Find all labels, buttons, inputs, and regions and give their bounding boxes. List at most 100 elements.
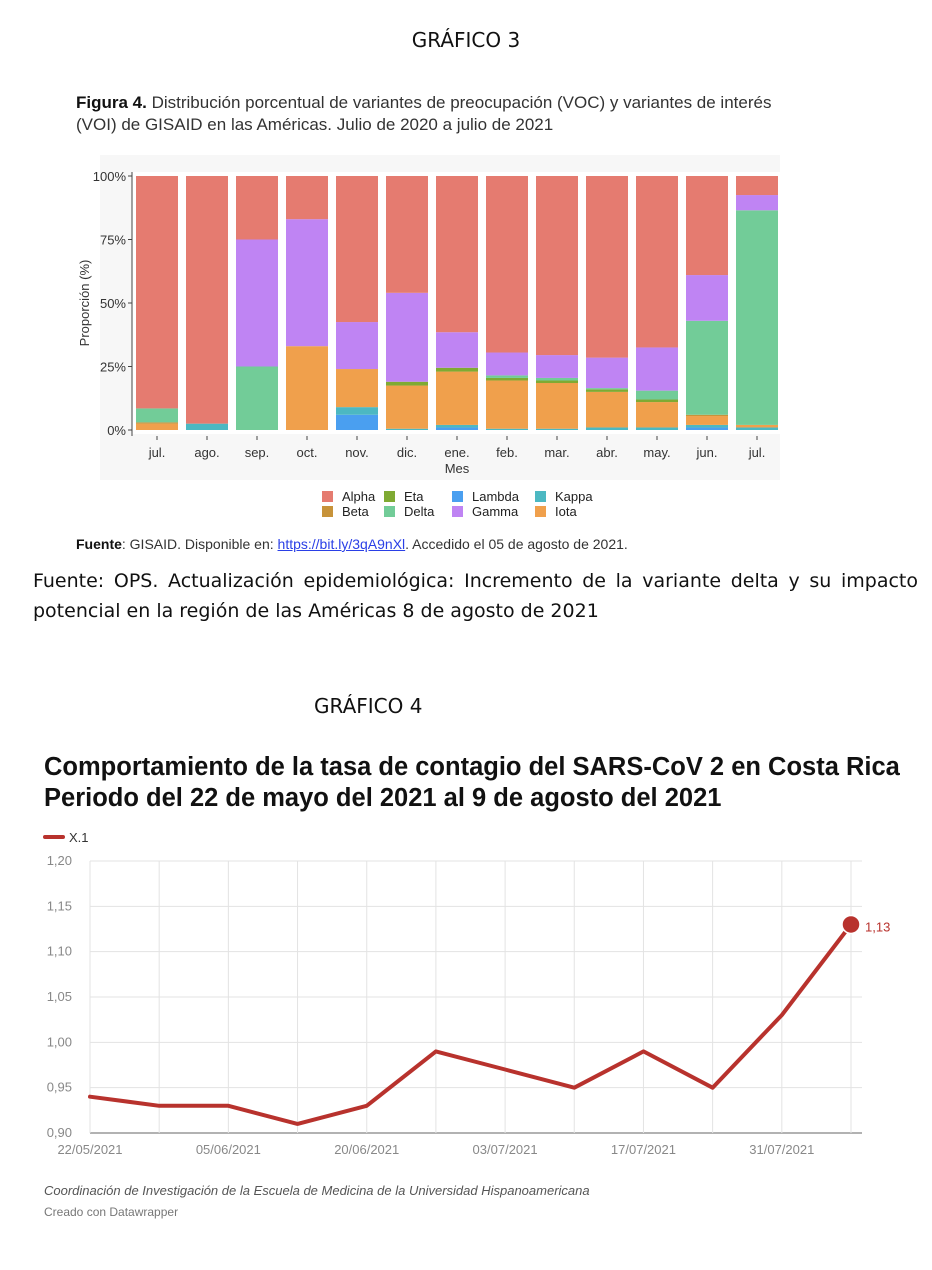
bar-segment-kappa [736,427,778,430]
chart1-x-tick-label: jul. [748,445,766,460]
bar-segment-alpha [586,176,628,358]
legend-swatch-beta [322,506,333,517]
bar-segment-gamma [236,239,278,367]
line-legend-label: X.1 [69,830,89,845]
figure-4-source: Fuente: GISAID. Disponible en: https://b… [76,536,628,552]
bar-segment-alpha [286,176,328,220]
legend-swatch-gamma [452,506,463,517]
bar-segment-eta [436,367,478,372]
bar-segment-gamma [736,195,778,211]
bar-segment-kappa [336,407,378,415]
bar-segment-delta [536,377,578,381]
contagion-rate-chart-title: Comportamiento de la tasa de contagio de… [44,752,900,814]
bar-segment-delta [136,408,178,423]
figure-4-title-line2: (VOI) de GISAID en las Américas. Julio d… [76,115,554,134]
figure-4-source-tail: . Accedido el 05 de agosto de 2021. [405,536,628,552]
legend-label-iota: Iota [555,504,577,519]
chart1-x-tick-label: dic. [397,445,417,460]
bar-segment-alpha [336,176,378,323]
chart2-x-tick-label: 22/05/2021 [57,1142,122,1157]
bar-segment-alpha [536,176,578,356]
bar-segment-iota [686,416,728,425]
bar-segment-beta [136,422,178,424]
bar-segment-gamma [486,352,528,376]
bar-segment-eta [486,377,528,381]
bar-segment-iota [586,391,628,428]
bar-segment-iota [286,346,328,430]
bar-segment-delta [636,390,678,400]
figure-4-label: Figura 4. [76,93,147,112]
bar-segment-iota [336,369,378,408]
bar-segment-delta [686,320,728,415]
bar-segment-lambda [686,427,728,430]
legend-label-kappa: Kappa [555,489,593,504]
contagion-rate-title-line1: Comportamiento de la tasa de contagio de… [44,753,900,781]
chart2-y-tick-label: 0,90 [47,1125,72,1140]
chart2-y-tick-label: 1,15 [47,898,72,913]
chart1-x-tick-label: ago. [194,445,219,460]
last-point-value-label: 1,13 [865,919,890,934]
chart1-x-tick-label: jun. [696,445,718,460]
chart1-x-tick-label: abr. [596,445,618,460]
legend-label-gamma: Gamma [472,504,519,519]
bar-segment-alpha [136,176,178,409]
bar-segment-kappa [536,428,578,430]
figure-4-title: Figura 4. Distribución porcentual de var… [76,92,876,136]
bar-segment-gamma [386,292,428,382]
bar-segment-iota [636,402,678,428]
bar-segment-alpha [736,176,778,196]
bar-segment-eta [636,399,678,403]
bar-segment-alpha [636,176,678,348]
chart1-x-tick-label: jul. [148,445,166,460]
chart2-y-tick-label: 0,95 [47,1080,72,1095]
bar-segment-alpha [386,176,428,293]
bar-segment-delta [236,366,278,430]
bar-segment-delta [736,210,778,425]
figure-4-source-label: Fuente [76,536,122,552]
bar-segment-delta [586,388,628,390]
bar-segment-alpha [686,176,728,276]
legend-label-beta: Beta [342,504,370,519]
contagion-rate-line [88,922,853,1126]
legend-swatch-iota [535,506,546,517]
bar-segment-gamma [536,355,578,378]
chart2-y-tick-label: 1,05 [47,989,72,1004]
chart1-x-tick-label: mar. [544,445,569,460]
chart-source-note: Coordinación de Investigación de la Escu… [44,1183,590,1198]
chart1-x-tick-label: ene. [444,445,469,460]
legend-swatch-alpha [322,491,333,502]
datawrapper-credit: Creado con Datawrapper [44,1205,179,1219]
legend-label-lambda: Lambda [472,489,520,504]
bar-segment-iota [486,380,528,429]
bar-segment-lambda [436,427,478,430]
figure-4-title-line1: Distribución porcentual de variantes de … [146,93,772,112]
bar-segment-beta [686,414,728,417]
chart1-x-axis-label: Mes [445,461,470,476]
legend-swatch-delta [384,506,395,517]
bar-segment-alpha [186,176,228,424]
bar-segment-alpha [436,176,478,333]
chart1-y-tick-label: 50% [100,296,126,311]
bar-segment-gamma [686,275,728,321]
bar-segment-kappa [486,428,528,430]
chart1-y-tick-label: 100% [93,169,127,184]
chart1-y-tick-label: 25% [100,360,126,375]
bar-segment-eta [536,380,578,384]
bar-segment-eta [586,389,628,392]
bar-segment-kappa [586,427,628,430]
chart1-y-axis-label: Proporción (%) [77,260,92,347]
gisaid-link[interactable]: https://bit.ly/3qA9nXl [277,536,406,552]
chart1-x-tick-label: sep. [245,445,270,460]
chart2-x-tick-label: 31/07/2021 [749,1142,814,1157]
chart2-x-tick-label: 05/06/2021 [196,1142,261,1157]
last-point-marker [841,914,861,935]
legend-swatch-eta [384,491,395,502]
bar-segment-alpha [236,176,278,240]
bar-segment-gamma [336,322,378,370]
bar-segment-kappa [636,427,678,430]
chart1-x-tick-label: oct. [297,445,318,460]
variants-stacked-bar-chart: 0% 25% 50% 75% 100% Proporción (%) jul. ago. sep… [77,155,786,519]
chart1-y-tick-label: 75% [100,233,126,248]
bar-segment-kappa [186,423,228,430]
chart2-x-tick-label: 03/07/2021 [473,1142,538,1157]
